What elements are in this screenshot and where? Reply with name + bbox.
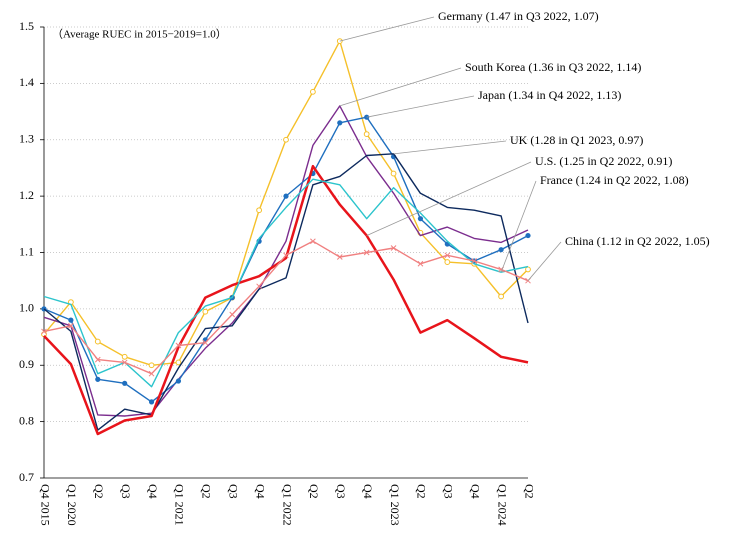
- point-marker: [256, 283, 262, 290]
- point-marker: [336, 254, 343, 260]
- point-marker: [94, 338, 101, 345]
- x-tick-label: Q4 2015: [38, 484, 52, 526]
- point-marker: [525, 266, 531, 273]
- point-marker: [148, 399, 155, 405]
- point-marker: [498, 247, 504, 253]
- series-label: Japan (1.34 in Q4 2022, 1.13): [478, 88, 621, 102]
- x-tick-label: Q1 2020: [65, 484, 79, 526]
- x-tick-label: Q1 2022: [280, 484, 294, 526]
- point-marker: [444, 252, 451, 259]
- point-marker: [390, 170, 397, 177]
- point-marker: [417, 216, 424, 222]
- leader-line: [339, 67, 462, 107]
- leader-line: [500, 180, 537, 273]
- point-marker: [175, 359, 182, 366]
- leader-line: [393, 140, 507, 155]
- point-marker: [175, 342, 182, 349]
- x-tick-label: Q4: [146, 484, 160, 499]
- x-tick-label: Q2: [307, 484, 321, 499]
- series-line: [43, 240, 529, 375]
- x-tick-label: Q1 2023: [388, 484, 402, 526]
- point-marker: [390, 245, 397, 251]
- point-marker: [175, 378, 182, 384]
- series-label: South Korea (1.36 in Q3 2022, 1.14): [465, 60, 641, 74]
- series-line: [43, 105, 529, 417]
- x-tick-label: Q3: [119, 484, 133, 499]
- x-tick-label: Q2: [415, 484, 429, 499]
- point-marker: [444, 259, 451, 265]
- point-marker: [283, 193, 289, 199]
- y-tick-label: 1.0: [19, 301, 34, 315]
- point-marker: [363, 249, 370, 256]
- point-marker: [148, 370, 155, 377]
- point-marker: [283, 252, 289, 259]
- leader-line: [339, 16, 435, 42]
- y-tick-label: 1.5: [19, 19, 34, 33]
- x-tick-label: Q4: [253, 484, 267, 499]
- y-tick-label: 0.9: [19, 357, 34, 371]
- leader-line: [527, 241, 562, 281]
- series-line: [43, 153, 529, 431]
- x-tick-label: Q2: [522, 484, 536, 499]
- y-tick-label: 1.1: [19, 244, 34, 258]
- point-marker: [363, 131, 370, 138]
- point-marker: [337, 120, 343, 126]
- series-line: [43, 178, 529, 388]
- x-tick-label: Q1 2021: [173, 484, 187, 526]
- y-tick-label: 0.7: [19, 470, 34, 484]
- series-label: U.S. (1.25 in Q2 2022, 0.91): [535, 154, 672, 168]
- series-line: [43, 164, 529, 436]
- point-marker: [68, 322, 74, 329]
- y-tick-label: 0.8: [19, 413, 34, 427]
- point-marker: [310, 238, 316, 245]
- chart-subtitle: （Average RUEC in 2015−2019=1.0）: [52, 28, 227, 41]
- point-marker: [417, 260, 424, 267]
- point-marker: [41, 328, 47, 335]
- point-marker: [283, 136, 289, 143]
- series-line: [43, 40, 529, 366]
- point-marker: [94, 356, 101, 363]
- point-marker: [148, 362, 155, 369]
- y-tick-label: 1.3: [19, 132, 34, 146]
- x-tick-label: Q3: [226, 484, 240, 499]
- series-label: France (1.24 in Q2 2022, 1.08): [540, 173, 689, 187]
- point-marker: [95, 376, 101, 382]
- point-marker: [202, 339, 209, 346]
- point-marker: [256, 207, 263, 214]
- point-marker: [471, 258, 478, 264]
- point-marker: [229, 311, 236, 318]
- x-tick-label: Q1 2024: [495, 484, 509, 526]
- series-label: Germany (1.47 in Q3 2022, 1.07): [438, 9, 599, 23]
- point-marker: [202, 308, 209, 315]
- point-marker: [122, 380, 128, 386]
- y-tick-label: 1.2: [19, 188, 34, 202]
- leader-line: [366, 95, 475, 118]
- point-marker: [68, 317, 74, 323]
- x-tick-label: Q4: [468, 484, 482, 499]
- point-marker: [121, 353, 128, 360]
- point-marker: [121, 359, 128, 366]
- series-label: China (1.12 in Q2 2022, 1.05): [565, 234, 710, 248]
- point-marker: [525, 232, 531, 239]
- x-tick-label: Q2: [92, 484, 106, 499]
- x-tick-label: Q3: [442, 484, 456, 499]
- y-tick-label: 1.4: [19, 75, 34, 89]
- point-marker: [309, 88, 316, 95]
- x-tick-label: Q4: [361, 484, 375, 499]
- leader-line: [366, 161, 532, 236]
- series-label: UK (1.28 in Q1 2023, 0.97): [510, 133, 643, 147]
- x-tick-label: Q3: [334, 484, 348, 499]
- x-tick-label: Q2: [200, 484, 214, 499]
- point-marker: [498, 293, 505, 300]
